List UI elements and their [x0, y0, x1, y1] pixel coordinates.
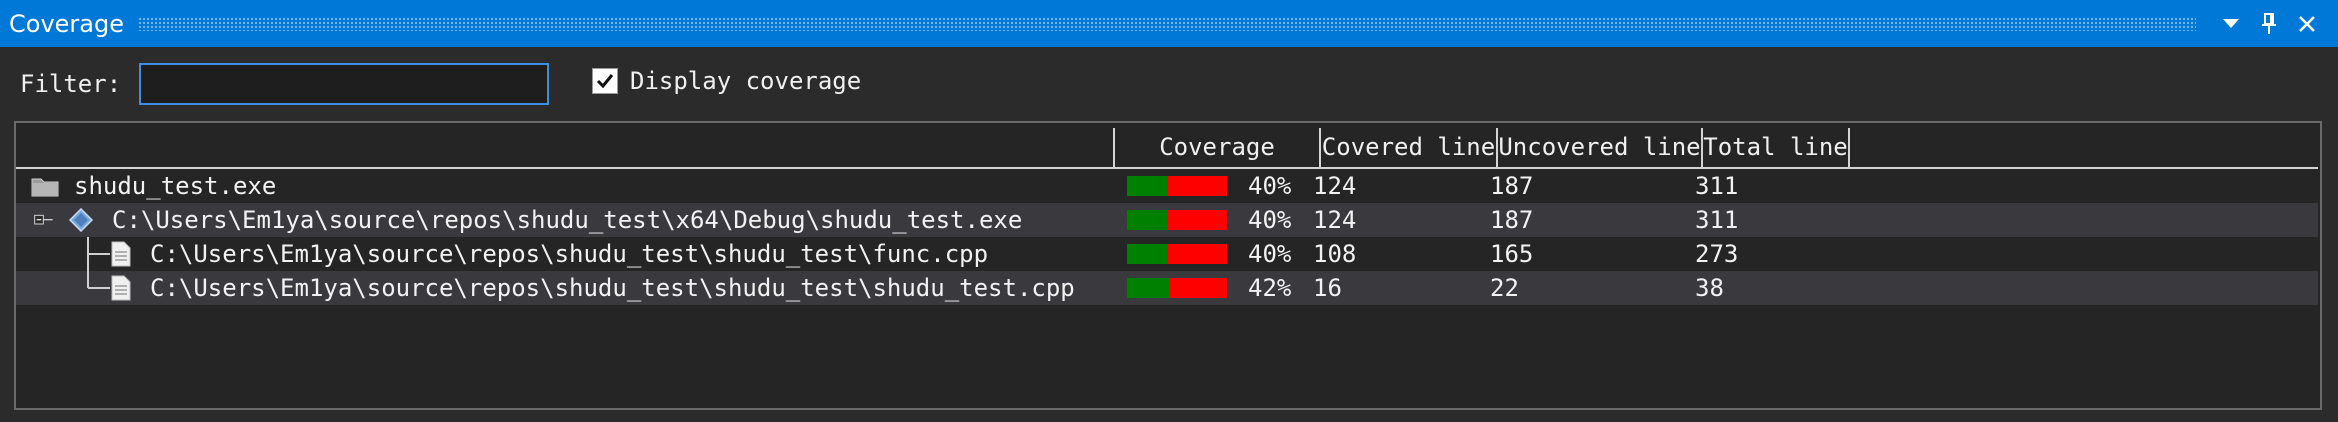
- window-title: Coverage: [9, 9, 124, 38]
- tree-connector: [76, 271, 116, 305]
- column-coverage[interactable]: Coverage: [1113, 128, 1321, 167]
- covered-count: 108: [1313, 240, 1357, 268]
- tree-row-file[interactable]: C:\Users\Em1ya\source\repos\shudu_test\s…: [16, 237, 2318, 271]
- uncovered-fill: [1167, 210, 1227, 230]
- title-bar: Coverage: [0, 0, 2338, 47]
- file-icon: [108, 237, 134, 271]
- total-count: 311: [1695, 172, 1739, 200]
- uncovered-count: 187: [1490, 172, 1534, 200]
- tree-connector: [76, 237, 116, 271]
- uncovered-count: 187: [1490, 206, 1534, 234]
- covered-fill: [1127, 176, 1167, 196]
- uncovered-count: 165: [1490, 240, 1534, 268]
- folder-icon: [30, 169, 60, 203]
- filter-row: Filter:: [20, 63, 549, 105]
- tree-row-exe[interactable]: shudu_test.exe 40% 124 187 311: [16, 169, 2318, 203]
- row-name: C:\Users\Em1ya\source\repos\shudu_test\s…: [150, 274, 1075, 302]
- coverage-bar: [1127, 210, 1227, 230]
- coverage-percent: 40%: [1248, 172, 1292, 200]
- pin-icon[interactable]: [2252, 7, 2286, 41]
- column-covered-line[interactable]: Covered line: [1321, 128, 1498, 167]
- coverage-bar: [1127, 244, 1227, 264]
- covered-count: 16: [1313, 274, 1342, 302]
- covered-fill: [1127, 278, 1169, 298]
- title-grip[interactable]: [137, 16, 2196, 31]
- total-count: 311: [1695, 206, 1739, 234]
- total-count: 38: [1695, 274, 1724, 302]
- coverage-percent: 42%: [1248, 274, 1292, 302]
- covered-count: 124: [1313, 206, 1357, 234]
- filter-label: Filter:: [20, 70, 122, 98]
- display-coverage-checkbox[interactable]: [592, 68, 618, 94]
- row-name: C:\Users\Em1ya\source\repos\shudu_test\s…: [150, 240, 989, 268]
- dropdown-icon[interactable]: [2214, 7, 2248, 41]
- covered-fill: [1127, 244, 1167, 264]
- coverage-percent: 40%: [1248, 240, 1292, 268]
- file-icon: [108, 271, 134, 305]
- display-coverage-toggle[interactable]: Display coverage: [592, 67, 861, 95]
- display-coverage-label: Display coverage: [630, 67, 862, 95]
- module-icon: [68, 203, 94, 237]
- coverage-percent: 40%: [1248, 206, 1292, 234]
- tree-row-module[interactable]: C:\Users\Em1ya\source\repos\shudu_test\x…: [16, 203, 2318, 237]
- close-icon[interactable]: [2290, 7, 2324, 41]
- column-uncovered-line[interactable]: Uncovered line: [1498, 128, 1703, 167]
- total-count: 273: [1695, 240, 1739, 268]
- row-name: C:\Users\Em1ya\source\repos\shudu_test\x…: [112, 206, 1023, 234]
- tree-row-file[interactable]: C:\Users\Em1ya\source\repos\shudu_test\s…: [16, 271, 2318, 305]
- coverage-bar: [1127, 176, 1227, 196]
- coverage-bar: [1127, 278, 1227, 298]
- uncovered-fill: [1167, 176, 1227, 196]
- column-header: Coverage Covered line Uncovered line Tot…: [16, 128, 2318, 169]
- filter-input[interactable]: [139, 63, 549, 105]
- uncovered-fill: [1169, 278, 1227, 298]
- covered-count: 124: [1313, 172, 1357, 200]
- coverage-list[interactable]: Coverage Covered line Uncovered line Tot…: [14, 121, 2322, 410]
- uncovered-fill: [1167, 244, 1227, 264]
- column-total-line[interactable]: Total line: [1703, 128, 1850, 167]
- collapse-icon[interactable]: [34, 203, 54, 237]
- covered-fill: [1127, 210, 1167, 230]
- uncovered-count: 22: [1490, 274, 1519, 302]
- row-name: shudu_test.exe: [74, 172, 277, 200]
